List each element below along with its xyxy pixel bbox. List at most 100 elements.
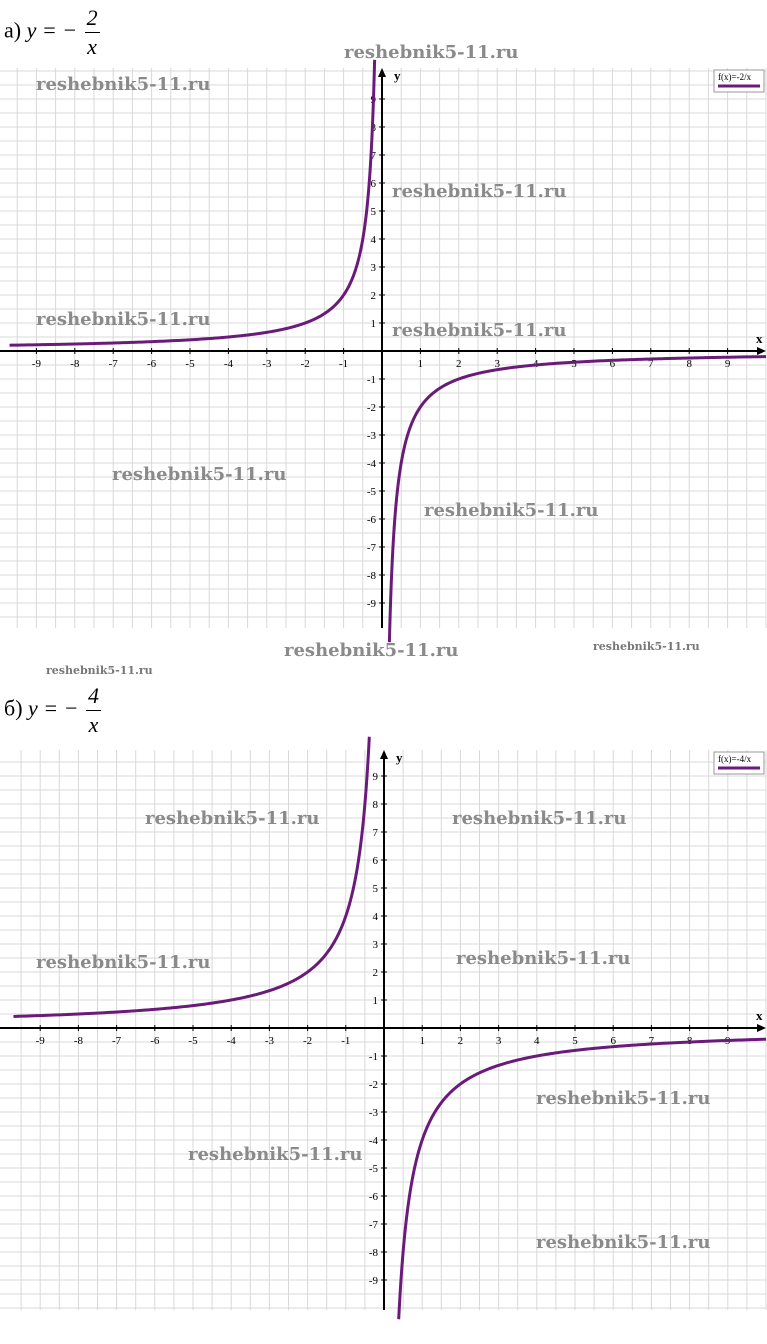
legend-label: f(x)=-2/x xyxy=(718,72,752,82)
x-tick-label: 4 xyxy=(534,1035,540,1047)
chart-a-label-var: y = − xyxy=(26,17,78,43)
y-tick-label: 4 xyxy=(371,234,377,246)
watermark: reshebnik5-11.ru xyxy=(392,320,567,341)
chart-a-fraction-numerator: 2 xyxy=(84,4,100,33)
watermark: reshebnik5-11.ru xyxy=(593,640,700,653)
x-tick-label: 1 xyxy=(418,358,424,370)
watermark: reshebnik5-11.ru xyxy=(344,42,519,63)
watermark: reshebnik5-11.ru xyxy=(424,500,599,521)
chart-a-plot: x y -9 -8 -7 -6 -5 -4 -3 -2 -1 1 2 3 4 5 6 7 8 9 -9 -8 -7 -6 -5 -… xyxy=(0,59,767,643)
x-tick-label: 7 xyxy=(648,358,654,370)
watermark: reshebnik5-11.ru xyxy=(36,952,211,973)
y-tick-label: 4 xyxy=(373,911,379,923)
x-tick-label: -4 xyxy=(224,358,234,370)
chart-a-group: x y -9 -8 -7 -6 -5 -4 -3 -2 -1 1 2 3 4 5 6 7 8 9 -9 -8 -7 -6 -5 -… xyxy=(0,59,767,643)
y-tick-label: -5 xyxy=(369,1163,379,1175)
watermark: reshebnik5-11.ru xyxy=(36,74,211,95)
y-tick-label: 1 xyxy=(371,318,377,330)
watermark: reshebnik5-11.ru xyxy=(284,640,459,661)
y-tick-label: 8 xyxy=(373,799,379,811)
y-axis-label: y xyxy=(394,68,401,83)
y-tick-label: 6 xyxy=(371,178,377,190)
y-tick-label: -9 xyxy=(367,598,377,610)
watermark: reshebnik5-11.ru xyxy=(456,948,631,969)
x-tick-label: 7 xyxy=(649,1035,655,1047)
x-tick-label: -6 xyxy=(147,358,157,370)
x-tick-label: -1 xyxy=(341,1035,350,1047)
x-tick-label: 6 xyxy=(610,358,616,370)
x-tick-label: -8 xyxy=(74,1035,84,1047)
chart-b-fraction-numerator: 4 xyxy=(86,682,101,711)
x-tick-label: -9 xyxy=(36,1035,46,1047)
watermark: reshebnik5-11.ru xyxy=(46,664,153,677)
x-tick-label: -3 xyxy=(265,1035,275,1047)
chart-b-label-var: y = − xyxy=(28,695,79,721)
y-tick-label: 9 xyxy=(373,771,379,783)
x-tick-label: -5 xyxy=(188,1035,198,1047)
x-tick-label: -9 xyxy=(32,358,42,370)
watermark: reshebnik5-11.ru xyxy=(392,181,567,202)
x-tick-label: 3 xyxy=(494,358,500,370)
x-tick-label: -4 xyxy=(227,1035,237,1047)
x-tick-label: 1 xyxy=(419,1035,425,1047)
watermark: reshebnik5-11.ru xyxy=(536,1088,711,1109)
x-tick-label: 2 xyxy=(456,358,462,370)
chart-b-fraction-denominator: x xyxy=(88,712,99,737)
y-tick-label: -3 xyxy=(369,1107,379,1119)
chart-a-fraction: 2 x xyxy=(84,4,100,61)
x-tick-label: -1 xyxy=(339,358,348,370)
y-tick-label: -2 xyxy=(367,402,376,414)
y-tick-label: 2 xyxy=(371,290,377,302)
curve-right-branch xyxy=(397,1037,767,1320)
x-tick-label: -7 xyxy=(112,1035,122,1047)
y-tick-label: -4 xyxy=(367,458,377,470)
y-axis-arrow xyxy=(378,68,386,77)
y-tick-label: 6 xyxy=(373,855,379,867)
y-tick-label: 3 xyxy=(373,939,379,951)
x-axis-label: x xyxy=(756,1008,763,1023)
y-tick-label: 1 xyxy=(373,995,379,1007)
x-tick-label: -7 xyxy=(109,358,119,370)
chart-a-label-prefix: а) xyxy=(4,17,22,43)
x-tick-label: 9 xyxy=(725,358,731,370)
y-tick-label: -3 xyxy=(367,430,377,442)
x-tick-label: -6 xyxy=(150,1035,160,1047)
y-tick-label: -7 xyxy=(367,542,377,554)
x-tick-label: 5 xyxy=(571,358,577,370)
y-tick-label: -8 xyxy=(367,570,377,582)
chart-b-label-prefix: б) xyxy=(4,695,23,721)
watermark: reshebnik5-11.ru xyxy=(145,808,320,829)
curve-left-branch xyxy=(13,736,371,1018)
legend-label: f(x)=-4/x xyxy=(718,754,752,764)
y-tick-label: -8 xyxy=(369,1247,379,1259)
y-tick-label: -4 xyxy=(369,1135,379,1147)
x-axis-arrow xyxy=(757,1024,766,1032)
y-axis-label: y xyxy=(396,750,403,765)
x-tick-label: 6 xyxy=(610,1035,616,1047)
chart-b-group: x y -9 -8 -7 -6 -5 -4 -3 -2 -1 1 2 3 4 5 6 7 8 9 -9 -8 -7 -6 -5 -… xyxy=(0,736,767,1320)
y-tick-label: -1 xyxy=(367,374,376,386)
y-tick-label: -1 xyxy=(369,1051,378,1063)
watermark: reshebnik5-11.ru xyxy=(36,309,211,330)
x-tick-label: -3 xyxy=(262,358,272,370)
x-tick-label: 3 xyxy=(496,1035,502,1047)
x-tick-label: -5 xyxy=(185,358,195,370)
y-axis-arrow xyxy=(380,750,388,759)
x-tick-label: 5 xyxy=(572,1035,578,1047)
y-tick-label: -9 xyxy=(369,1275,379,1287)
x-tick-label: -8 xyxy=(70,358,80,370)
chart-b-fraction: 4 x xyxy=(86,682,101,739)
y-tick-label: -5 xyxy=(367,486,377,498)
y-tick-label: 7 xyxy=(371,150,377,162)
y-tick-label: 7 xyxy=(373,827,379,839)
chart-a-fraction-denominator: x xyxy=(87,34,97,59)
y-tick-label: 3 xyxy=(371,262,377,274)
x-tick-label: -2 xyxy=(303,1035,312,1047)
y-tick-label: 2 xyxy=(373,967,379,979)
chart-b-label: б) y = − 4 x xyxy=(4,682,101,739)
watermark: reshebnik5-11.ru xyxy=(452,808,627,829)
x-tick-label: -2 xyxy=(301,358,310,370)
x-tick-label: 8 xyxy=(686,358,692,370)
watermark: reshebnik5-11.ru xyxy=(188,1144,363,1165)
